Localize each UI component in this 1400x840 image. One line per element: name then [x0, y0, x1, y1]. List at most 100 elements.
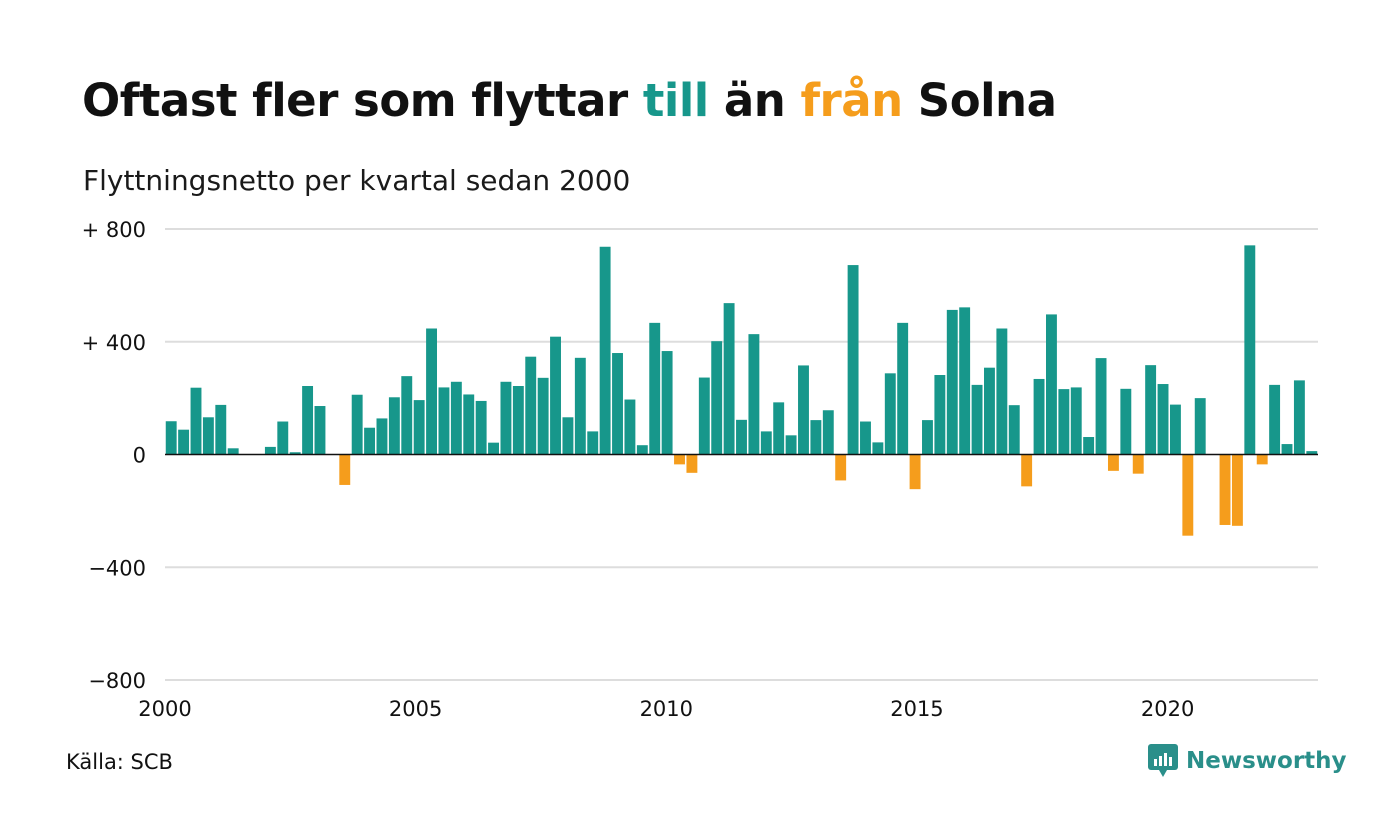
bar [525, 356, 537, 455]
bar [959, 307, 971, 455]
bar [1281, 444, 1293, 455]
bar [587, 431, 599, 455]
bar [351, 394, 363, 455]
bar [562, 417, 574, 455]
source-note: Källa: SCB [66, 750, 173, 774]
bar [339, 454, 351, 485]
bar [872, 442, 884, 455]
bar [860, 421, 871, 455]
bar [698, 377, 710, 455]
bar [537, 377, 549, 455]
bar [773, 402, 785, 455]
bar [1256, 454, 1268, 465]
y-tick-label: + 800 [82, 218, 146, 242]
bar [376, 418, 388, 455]
bar [612, 353, 623, 455]
title-fran: från [800, 74, 903, 127]
newsworthy-logo: Newsworthy [1148, 744, 1347, 778]
bar [1182, 454, 1194, 536]
bar [1269, 384, 1281, 455]
bar [1008, 405, 1020, 455]
title-part-3: Solna [902, 74, 1057, 127]
chart-title: Oftast fler som flyttar till än från Sol… [82, 74, 1057, 127]
bar [438, 387, 450, 455]
bar [1095, 358, 1107, 455]
bar [984, 367, 995, 455]
bar [1046, 314, 1057, 455]
bar [884, 373, 896, 455]
bar [1120, 388, 1132, 455]
bar [277, 421, 289, 455]
bar [413, 400, 425, 455]
bar [574, 357, 586, 455]
bar [723, 303, 735, 455]
bar [178, 429, 190, 455]
x-tick-label: 2005 [389, 697, 442, 721]
bar [1058, 389, 1070, 455]
bar [1033, 378, 1045, 455]
bar [810, 420, 822, 455]
bar [711, 341, 723, 455]
bar [426, 328, 437, 455]
bar [388, 397, 400, 455]
bar [1194, 398, 1206, 455]
bar [289, 452, 301, 455]
bar [190, 387, 202, 455]
bar [1306, 451, 1318, 455]
x-tick-label: 2015 [890, 697, 943, 721]
bar [401, 376, 413, 455]
bar [1157, 384, 1169, 455]
bar [1107, 454, 1119, 471]
bar [922, 420, 933, 455]
x-tick-label: 2010 [640, 697, 693, 721]
bar [798, 365, 809, 455]
x-axis-labels: 2000 2005 2010 2015 2020 [138, 697, 1194, 721]
bar [760, 431, 772, 455]
bar [971, 384, 983, 455]
bar [264, 446, 276, 455]
bar [847, 265, 859, 455]
bar [1021, 454, 1033, 487]
gridlines [165, 228, 1318, 681]
bar [686, 454, 698, 473]
bar [512, 386, 524, 455]
bar [202, 417, 214, 455]
bar [1083, 437, 1095, 455]
bar [835, 454, 847, 481]
bar [488, 442, 499, 455]
title-part-2: än [708, 74, 801, 127]
bar [215, 404, 227, 455]
bar [165, 421, 177, 455]
bar [674, 454, 685, 465]
bar [1132, 454, 1144, 474]
bar [736, 419, 747, 455]
y-tick-label: −800 [88, 669, 146, 693]
bar [475, 400, 487, 455]
y-axis-labels: + 800 + 400 0 −400 −800 [82, 218, 146, 693]
bar [748, 334, 760, 455]
bar [1293, 380, 1305, 455]
x-tick-label: 2000 [138, 697, 191, 721]
bar [946, 309, 958, 455]
bar [996, 328, 1008, 455]
y-tick-label: 0 [133, 444, 146, 468]
bars [165, 245, 1318, 536]
bar [450, 381, 462, 455]
bar [909, 454, 921, 490]
bar [1231, 454, 1243, 526]
bar [1145, 365, 1157, 455]
newsworthy-logo-icon [1148, 744, 1178, 777]
title-part-1: Oftast fler som flyttar [82, 74, 643, 127]
bar [314, 406, 326, 455]
bar [934, 375, 946, 455]
bar [302, 386, 314, 455]
bar [785, 435, 797, 455]
bar [1219, 454, 1231, 525]
x-tick-label: 2020 [1141, 697, 1194, 721]
y-tick-label: + 400 [82, 331, 146, 355]
bar [1244, 245, 1256, 455]
chart-subtitle: Flyttningsnetto per kvartal sedan 2000 [83, 164, 631, 197]
bar [897, 322, 909, 455]
bar [636, 445, 648, 455]
